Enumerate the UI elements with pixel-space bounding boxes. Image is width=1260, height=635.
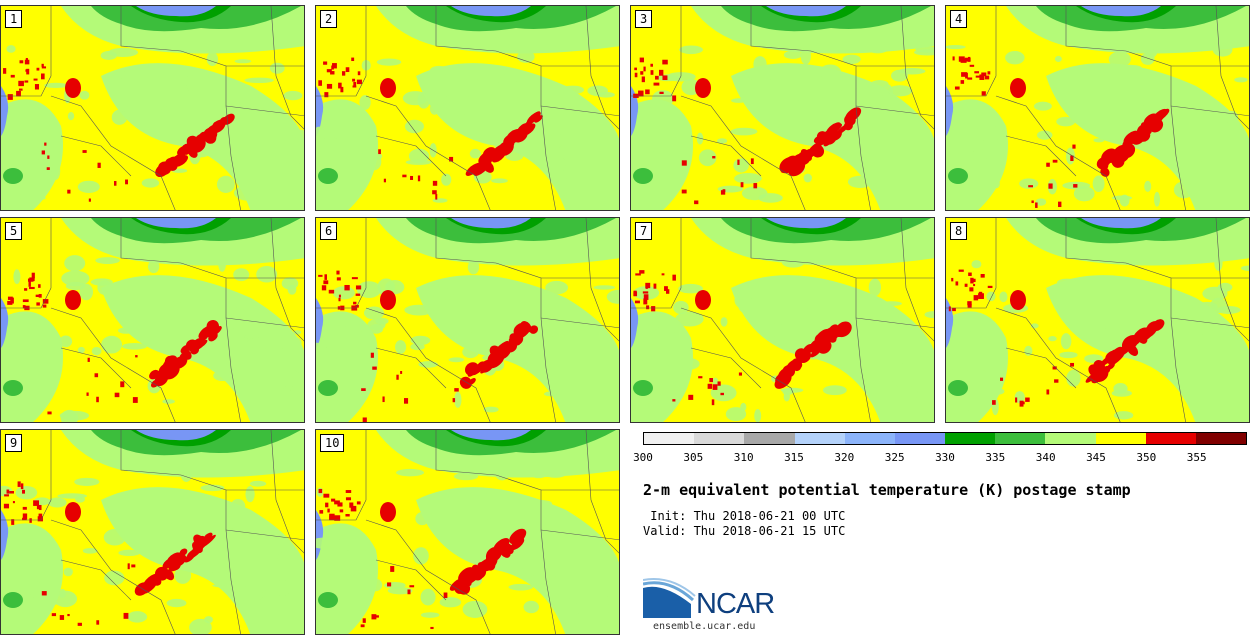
colorbar-tick-label: 345 xyxy=(1086,451,1106,464)
member-label: 8 xyxy=(950,222,968,240)
colorbar-tick-label: 310 xyxy=(733,451,754,464)
colorbar-tick-label: 300 xyxy=(633,451,653,464)
colorbar-segment xyxy=(1195,433,1247,444)
init-time: Init: Thu 2018-06-21 00 UTC xyxy=(643,509,846,523)
colorbar-tick-label: 320 xyxy=(834,451,855,464)
colorbar-segment xyxy=(894,433,946,444)
map-panel-9: 9 xyxy=(0,429,305,635)
colorbar-segment xyxy=(794,433,845,444)
ncar-logo-icon xyxy=(643,578,696,618)
logo-text: NCAR xyxy=(696,588,775,620)
map-panel-3: 3 xyxy=(630,5,935,211)
member-label: 2 xyxy=(320,10,338,28)
colorbar-segment xyxy=(995,433,1046,444)
map-field xyxy=(316,218,619,422)
map-field xyxy=(316,6,619,210)
colorbar-segment xyxy=(694,433,745,444)
map-field xyxy=(631,218,934,422)
colorbar-tick-label: 325 xyxy=(884,451,905,464)
member-label: 1 xyxy=(5,10,23,28)
map-field xyxy=(316,430,619,634)
map-panel-1: 1 xyxy=(0,5,305,211)
valid-time: Valid: Thu 2018-06-21 15 UTC xyxy=(643,524,846,538)
map-panel-2: 2 xyxy=(315,5,620,211)
colorbar-tick-label: 315 xyxy=(784,451,804,464)
member-label: 10 xyxy=(320,434,345,452)
map-panel-10: 10 xyxy=(315,429,620,635)
map-panel-7: 7 xyxy=(630,217,935,423)
colorbar-segment xyxy=(945,433,996,444)
map-field xyxy=(946,218,1249,422)
colorbar-segment xyxy=(1095,433,1146,444)
map-panel-4: 4 xyxy=(945,5,1250,211)
member-label: 5 xyxy=(5,222,23,240)
member-label: 3 xyxy=(635,10,653,28)
map-panel-6: 6 xyxy=(315,217,620,423)
colorbar-segment xyxy=(844,433,895,444)
colorbar-tick-label: 330 xyxy=(935,451,955,464)
colorbar-tick-label: 355 xyxy=(1186,451,1207,464)
member-label: 9 xyxy=(5,434,23,452)
colorbar-tick-label: 335 xyxy=(985,451,1006,464)
colorbar-segment xyxy=(744,433,795,444)
member-label: 4 xyxy=(950,10,968,28)
map-field xyxy=(946,6,1249,210)
map-field xyxy=(631,6,934,210)
member-label: 6 xyxy=(320,222,338,240)
map-field xyxy=(1,6,304,210)
colorbar-segment xyxy=(1145,433,1196,444)
colorbar-tick-label: 350 xyxy=(1136,451,1157,464)
map-field xyxy=(1,218,304,422)
map-panel-8: 8 xyxy=(945,217,1250,423)
colorbar-tick-label: 340 xyxy=(1035,451,1056,464)
colorbar-segment xyxy=(1045,433,1096,444)
map-field xyxy=(1,430,304,634)
colorbar-segment xyxy=(644,433,695,444)
colorbar xyxy=(643,432,1247,445)
logo-url: ensemble.ucar.edu xyxy=(653,621,756,632)
colorbar-tick-label: 305 xyxy=(683,451,704,464)
member-label: 7 xyxy=(635,222,653,240)
plot-title: 2-m equivalent potential temperature (K)… xyxy=(643,481,1131,499)
map-panel-5: 5 xyxy=(0,217,305,423)
